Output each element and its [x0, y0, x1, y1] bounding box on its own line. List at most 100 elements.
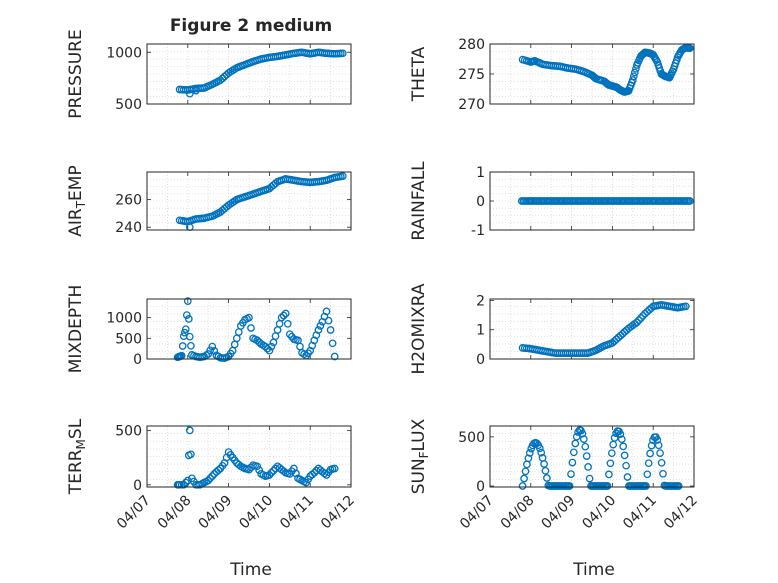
data-point: [181, 325, 190, 334]
data-point: [540, 460, 548, 468]
data-point: [581, 442, 590, 451]
data-point: [537, 448, 546, 457]
y-axis-label: PRESSURE: [66, 29, 86, 118]
data-point: [247, 324, 255, 332]
data-point: [635, 316, 643, 325]
data-point: [185, 426, 194, 435]
y-tick-label: 270: [458, 97, 485, 113]
data-point: [644, 459, 653, 468]
data-point: [330, 352, 339, 361]
y-tick-label: 1000: [106, 311, 142, 327]
y-tick-label: -1: [471, 223, 485, 239]
data-point: [208, 342, 217, 351]
y-tick-label: 500: [458, 430, 485, 446]
data-point: [637, 314, 645, 322]
data-point: [187, 341, 195, 350]
y-tick-label: 0: [133, 352, 142, 368]
y-tick-label: 275: [458, 67, 485, 83]
data-point: [606, 459, 615, 468]
y-tick-label: 1: [476, 323, 485, 339]
data-point: [607, 449, 616, 458]
data-series: [517, 197, 694, 205]
data-point: [300, 350, 308, 359]
y-tick-label: 0: [133, 478, 142, 494]
data-point: [245, 313, 253, 322]
data-point: [681, 302, 690, 311]
data-point: [525, 449, 534, 457]
data-point: [653, 436, 662, 444]
data-point: [253, 462, 262, 471]
subplot-mixdepth: 0 500 1000 MIXDEPTH: [66, 285, 352, 374]
data-point: [281, 309, 290, 318]
data-point: [565, 482, 574, 490]
subplot-theta: 270 275 280 THETA: [409, 37, 695, 113]
y-axis-label: THETA: [409, 46, 429, 102]
data-series: [173, 297, 339, 363]
data-point: [629, 72, 638, 81]
y-axis-label: TERRMSL: [66, 418, 88, 495]
data-series: [518, 426, 683, 490]
data-point: [567, 470, 575, 478]
data-point: [656, 449, 664, 457]
axes-box: [146, 43, 352, 105]
y-tick-label: 500: [115, 423, 142, 439]
data-point: [208, 472, 217, 480]
data-point: [571, 439, 580, 448]
data-point: [579, 435, 588, 443]
axes-box: [489, 43, 695, 105]
data-series: [173, 426, 339, 489]
subplot-pressure: 500 1000 PRESSURE: [66, 29, 352, 119]
data-point: [620, 451, 629, 460]
data-point: [326, 326, 335, 334]
data-point: [187, 450, 195, 459]
data-point: [322, 307, 331, 316]
data-point: [520, 474, 528, 483]
data-point: [185, 89, 194, 98]
data-point: [535, 444, 544, 453]
y-tick-label: 260: [115, 193, 142, 209]
data-series: [518, 301, 690, 357]
y-tick-label: 2: [476, 293, 485, 309]
data-point: [320, 469, 329, 478]
data-point: [674, 482, 683, 490]
data-point: [328, 339, 337, 348]
data-point: [277, 313, 286, 322]
data-point: [267, 468, 276, 477]
data-point: [524, 454, 533, 463]
data-point: [568, 458, 577, 467]
data-point: [184, 315, 193, 323]
y-axis-label: MIXDEPTH: [66, 285, 86, 374]
data-point: [610, 434, 619, 442]
subplot-air-temp: 240 260 AIRTEMP: [66, 165, 352, 237]
data-point: [633, 318, 641, 327]
data-point: [630, 68, 639, 77]
y-tick-label: 0: [476, 352, 485, 368]
data-point: [330, 464, 339, 473]
y-tick-label: 1: [476, 165, 485, 181]
data-point: [657, 458, 666, 467]
data-point: [269, 466, 278, 475]
data-point: [316, 322, 325, 330]
data-point: [521, 467, 530, 476]
data-point: [279, 467, 288, 476]
data-point: [210, 347, 219, 355]
y-tick-label: 1000: [106, 45, 142, 61]
y-tick-label: 500: [115, 331, 142, 347]
data-point: [179, 480, 188, 489]
data-point: [214, 466, 223, 474]
data-point: [686, 197, 694, 205]
axes-box: [146, 171, 352, 231]
y-axis-label: RAINFALL: [409, 161, 429, 241]
data-point: [617, 435, 626, 444]
data-series: [175, 172, 347, 232]
y-axis-label: SUNFLUX: [409, 418, 431, 494]
data-point: [283, 319, 292, 328]
data-series: [175, 48, 347, 98]
data-point: [267, 342, 276, 351]
y-tick-label: 500: [115, 97, 142, 113]
data-point: [206, 346, 215, 355]
x-axis-label-right: Time: [572, 560, 615, 580]
data-point: [204, 350, 213, 358]
data-point: [180, 328, 189, 337]
